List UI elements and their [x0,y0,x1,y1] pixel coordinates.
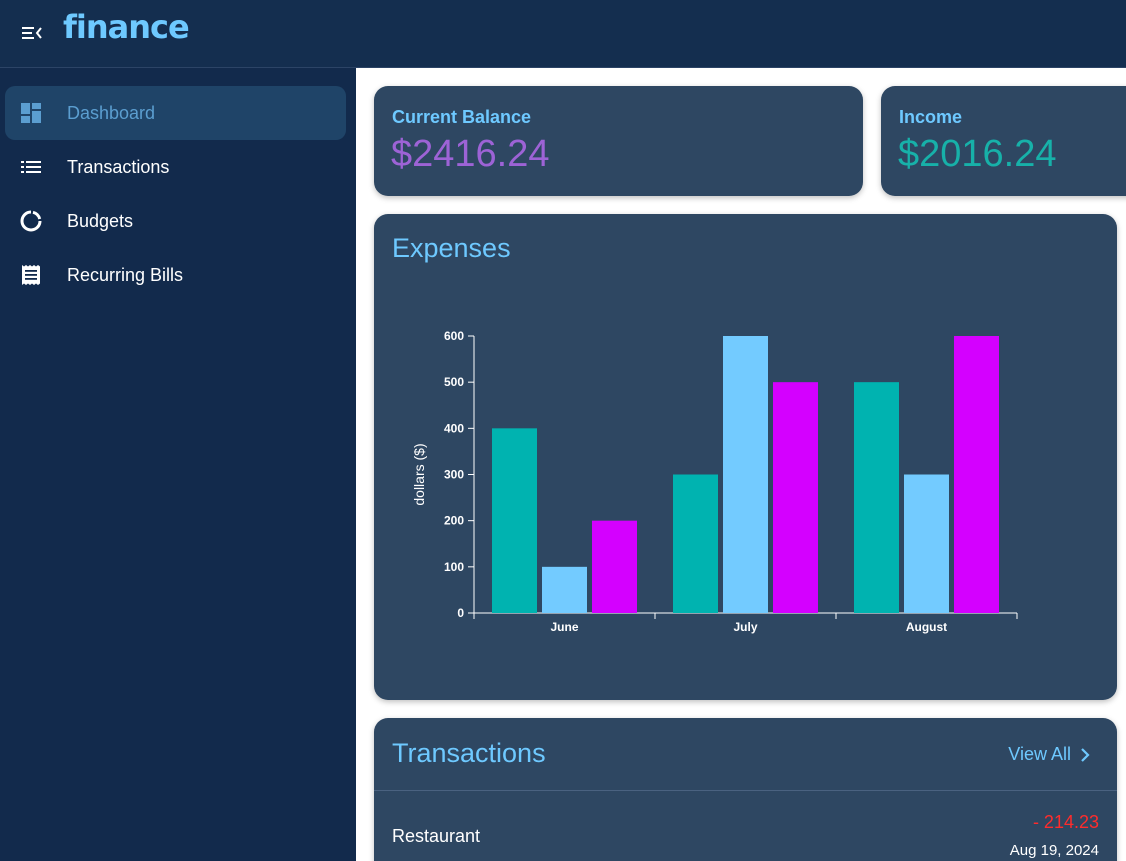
expenses-card: Expenses 0 100 200 300 400 500 600 dollars ($) J… [374,214,1117,700]
bar-august-series-1 [854,382,899,613]
menu-collapse-icon [22,27,42,39]
current-balance-card: Current Balance $2416.24 [374,86,863,196]
view-all-link[interactable]: View All [1008,744,1091,765]
current-balance-title: Current Balance [392,107,532,127]
view-all-label: View All [1008,744,1071,764]
chevron-right-icon [1081,747,1090,762]
bar-june-series-1 [492,428,537,613]
y-tick-label: 200 [444,514,464,528]
expenses-bar-chart: 0 100 200 300 400 500 600 dollars ($) June July Au… [411,329,1018,634]
sidebar-item-label: Budgets [67,211,134,231]
y-tick-label: 300 [444,468,464,482]
app-logo[interactable]: finance [63,8,190,46]
sidebar-item-label: Transactions [67,157,170,177]
y-tick-label: 0 [457,606,464,620]
income-card: Income $2016.24 [881,86,1126,196]
donut-chart-icon [20,210,42,232]
sidebar-item-transactions[interactable]: Transactions [5,140,346,194]
bar-august-series-2 [904,474,949,613]
x-tick-label: July [733,620,757,634]
bar-august-series-3 [954,336,999,613]
receipt-icon [22,265,40,285]
bar-july-series-1 [673,474,718,613]
y-tick-label: 600 [444,329,464,343]
bar-june-series-3 [592,520,637,613]
sidebar-item-recurring-bills[interactable]: Recurring Bills [5,248,346,302]
top-bar: finance [0,0,1126,68]
x-tick-label: August [906,620,947,634]
dashboard-icon [21,103,41,123]
transactions-card: Transactions View All Restaurant - 214.2… [374,718,1117,861]
menu-collapse-button[interactable] [18,20,46,48]
sidebar-item-label: Dashboard [67,103,156,123]
x-tick-label: June [550,620,578,634]
list-icon [21,161,41,173]
sidebar-item-budgets[interactable]: Budgets [5,194,346,248]
sidebar: Dashboard Transactions Budgets Recurring… [0,68,356,861]
transaction-date: Aug 19, 2024 [1009,842,1099,859]
transactions-title: Transactions [392,738,546,768]
y-tick-label: 500 [444,375,464,389]
expenses-title: Expenses [392,233,511,263]
divider [374,790,1117,791]
y-tick-label: 400 [444,421,464,435]
income-value: $2016.24 [898,133,1057,175]
y-tick-label: 100 [444,560,464,574]
income-title: Income [899,107,963,127]
bar-july-series-2 [723,336,768,613]
sidebar-item-dashboard[interactable]: Dashboard [5,86,346,140]
current-balance-value: $2416.24 [391,133,550,175]
y-axis-label: dollars ($) [411,443,427,505]
bar-july-series-3 [773,382,818,613]
transaction-name: Restaurant [392,826,481,846]
transaction-amount: - 214.23 [1032,812,1099,832]
bar-june-series-2 [542,566,587,613]
sidebar-item-label: Recurring Bills [67,265,184,285]
